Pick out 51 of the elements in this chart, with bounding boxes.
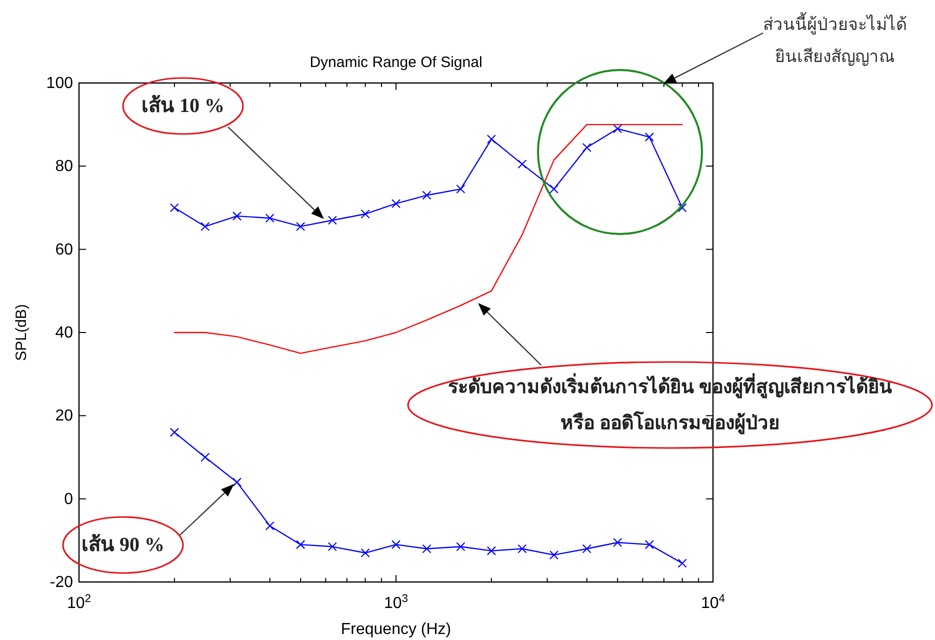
point <box>360 548 370 558</box>
point <box>170 203 179 212</box>
point <box>678 558 687 568</box>
point <box>360 209 370 219</box>
x-tick-label: 10$^{4}$ <box>700 593 726 612</box>
text: ส่วนนี้ผู้ป่วยจะไม่ได้ ยินเสียงสัญญาณ <box>763 12 907 66</box>
point <box>486 546 496 556</box>
point <box>456 184 466 194</box>
point <box>422 190 432 200</box>
y-tick-label: 100 <box>46 74 74 92</box>
point <box>232 478 242 487</box>
y-tick-label: 60 <box>55 240 74 258</box>
y-tick-label: -20 <box>50 574 74 590</box>
y-tick-label: 40 <box>55 324 74 341</box>
point <box>200 222 210 232</box>
point <box>265 521 274 530</box>
line-series <box>174 124 683 354</box>
point <box>582 142 592 152</box>
chart-title: Dynamic Range Of Signal <box>310 54 482 71</box>
point <box>486 134 496 144</box>
point <box>456 542 466 552</box>
annotation: เส้น 10 % <box>142 94 224 117</box>
point <box>518 160 527 169</box>
point <box>170 428 179 437</box>
y-tick-label: 0 <box>64 490 74 508</box>
point <box>422 544 432 554</box>
point <box>391 199 401 208</box>
y-tick-label: 80 <box>55 158 74 175</box>
point <box>678 203 687 212</box>
point <box>328 542 337 552</box>
point <box>200 452 210 462</box>
y-axis-title: SPL(dB) <box>13 304 30 361</box>
x-axis-title: Frequency (Hz) <box>340 621 452 638</box>
point <box>391 540 401 550</box>
point <box>518 544 527 554</box>
point <box>265 214 274 223</box>
point <box>613 538 622 548</box>
point <box>232 212 242 221</box>
x-tick-label: 10$^{2}$ <box>66 593 92 612</box>
point <box>549 550 559 560</box>
point <box>613 124 622 134</box>
point <box>582 544 592 554</box>
point <box>644 540 654 550</box>
point <box>549 184 559 194</box>
point <box>296 222 306 232</box>
x-tick-label: 10$^{3}$ <box>384 593 408 612</box>
y-tick-label: 20 <box>55 407 74 424</box>
point <box>296 540 306 550</box>
point <box>328 216 337 225</box>
point <box>644 132 654 142</box>
annotation: เส้น 90 % <box>82 533 164 556</box>
